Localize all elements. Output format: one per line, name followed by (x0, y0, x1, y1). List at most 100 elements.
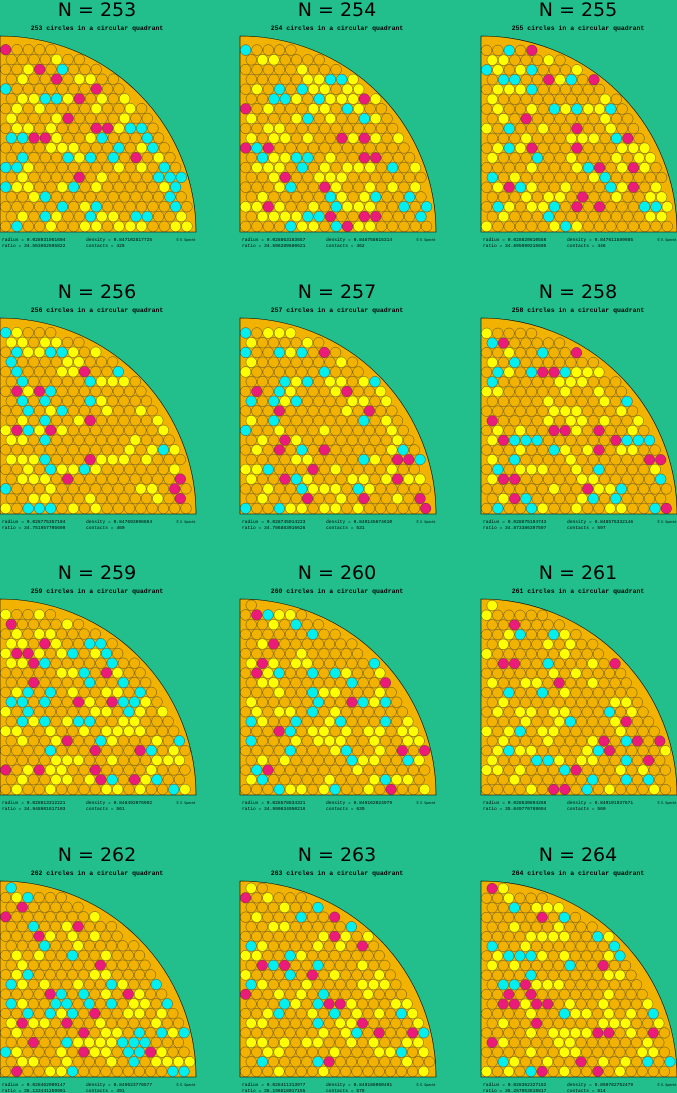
circle (157, 725, 169, 737)
circle (639, 162, 651, 174)
circle (481, 648, 493, 660)
circle (39, 493, 51, 505)
circle (554, 211, 566, 223)
circle (318, 930, 329, 942)
circle (391, 473, 404, 485)
circle (83, 1056, 95, 1068)
circle (418, 1027, 430, 1039)
circle (273, 366, 285, 378)
circle (5, 356, 17, 368)
circle (274, 64, 286, 76)
circle (554, 454, 566, 466)
circle (62, 171, 74, 183)
circle (5, 132, 17, 144)
circle (610, 376, 622, 388)
circle (117, 735, 129, 747)
circle (44, 647, 56, 659)
circle (632, 473, 644, 485)
circle (124, 201, 136, 213)
circle (251, 667, 263, 679)
circle (39, 210, 51, 223)
circle (296, 444, 308, 456)
circle (642, 998, 654, 1010)
circle (151, 696, 163, 708)
circle (267, 1056, 279, 1068)
panel-title: N = 259 (58, 562, 136, 584)
circle (357, 735, 369, 747)
circle (481, 988, 493, 1000)
circle (51, 132, 63, 144)
circle (45, 122, 57, 134)
circle (73, 395, 85, 407)
circle (33, 502, 45, 514)
circle (421, 201, 433, 213)
circle (594, 103, 606, 115)
circle (341, 181, 353, 193)
circle (279, 657, 291, 669)
circle (643, 735, 655, 747)
circle (273, 930, 285, 942)
circle (345, 998, 357, 1010)
circle (577, 113, 589, 125)
circle (101, 424, 113, 436)
circle (503, 1008, 515, 1020)
circle (251, 181, 263, 193)
circle (503, 366, 515, 378)
circle (542, 998, 554, 1010)
circle (90, 405, 102, 417)
circle (497, 415, 509, 427)
panel-subtitle: 259 circles in a circular quadrant (31, 588, 164, 595)
circle (28, 132, 40, 144)
circle (531, 902, 543, 914)
circle (610, 171, 623, 184)
circle (335, 493, 347, 505)
circle (39, 395, 51, 407)
circle (564, 1037, 576, 1049)
circle (346, 356, 359, 368)
circle (313, 473, 325, 485)
circle (587, 434, 599, 446)
circle (542, 921, 554, 933)
circle (514, 667, 526, 679)
circle (5, 677, 17, 689)
circle (323, 940, 335, 952)
circle (124, 103, 136, 115)
circle (124, 122, 136, 134)
circle (251, 483, 263, 495)
circle (106, 677, 118, 689)
circle (509, 171, 521, 184)
circle (157, 764, 169, 776)
circle (548, 366, 560, 378)
circle (481, 425, 493, 437)
circle (150, 998, 162, 1010)
circle (129, 657, 141, 669)
circle (146, 424, 158, 436)
circle (16, 1056, 28, 1068)
circle (615, 502, 627, 514)
circle (390, 979, 402, 991)
circle (302, 210, 314, 223)
circle (240, 122, 252, 134)
circle (0, 385, 12, 397)
circle (508, 1017, 520, 1029)
footer-contacts: contacts = 425 (86, 243, 125, 249)
circle (119, 132, 131, 144)
circle (84, 356, 96, 368)
circle (654, 754, 666, 766)
circle (68, 103, 80, 115)
footer-radius: radius = 0.028775357104 (2, 519, 66, 525)
circle (582, 366, 594, 378)
circle (547, 1008, 559, 1020)
circle (39, 112, 51, 124)
circle (146, 483, 158, 495)
circle (594, 142, 606, 154)
circle (95, 375, 107, 388)
circle (0, 142, 12, 154)
circle (593, 463, 605, 475)
circle (514, 366, 526, 378)
circle (285, 385, 297, 397)
panel-subtitle: 258 circles in a circular quadrant (512, 307, 645, 314)
circle (503, 745, 515, 757)
circle (536, 687, 548, 699)
